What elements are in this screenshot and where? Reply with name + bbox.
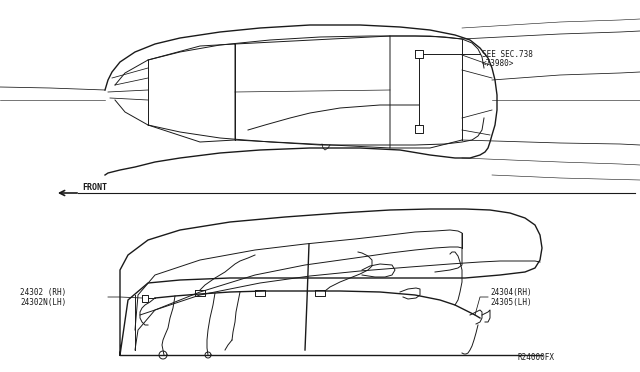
- Text: FRONT: FRONT: [82, 183, 107, 192]
- Text: R24000FX: R24000FX: [518, 353, 555, 362]
- Text: 24302 (RH): 24302 (RH): [20, 288, 67, 296]
- Text: SEE SEC.738: SEE SEC.738: [482, 50, 533, 59]
- Text: 24302N(LH): 24302N(LH): [20, 298, 67, 307]
- Text: 24305(LH): 24305(LH): [490, 298, 532, 307]
- Text: <73980>: <73980>: [482, 59, 515, 68]
- Text: 24304(RH): 24304(RH): [490, 288, 532, 296]
